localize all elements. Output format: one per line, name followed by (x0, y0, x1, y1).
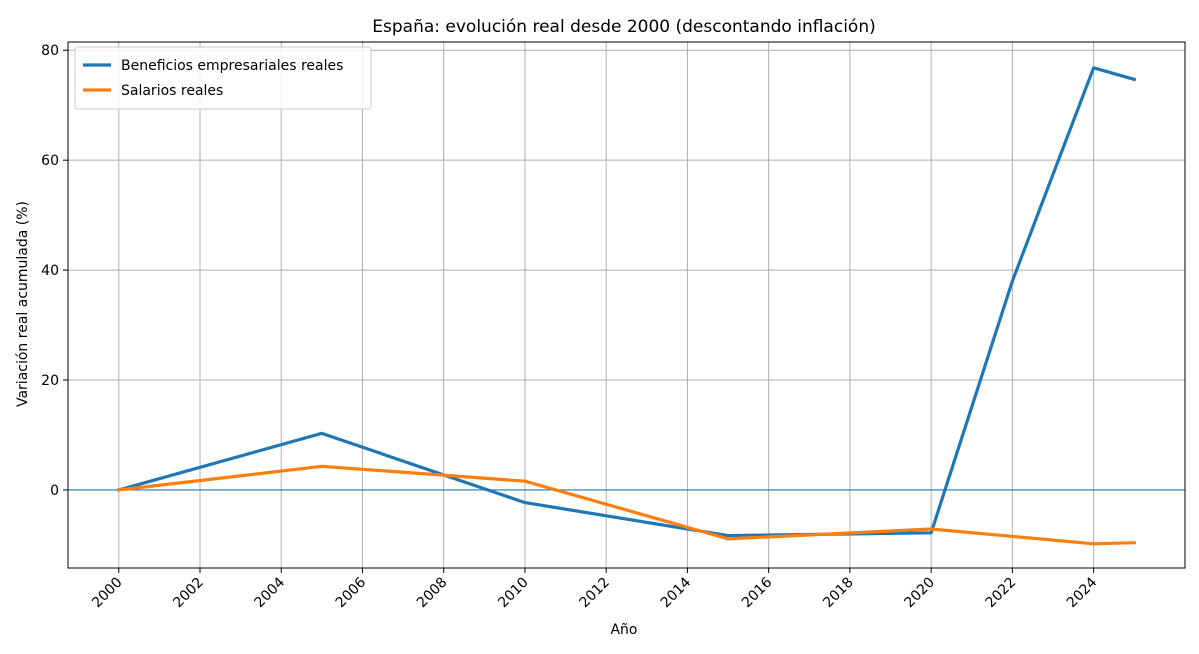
series-line-0 (116, 66, 1137, 538)
y-axis-label: Variación real acumulada (%) (15, 201, 31, 407)
grid-lines (68, 42, 1185, 568)
x-tick-label-2004: 2004 (252, 574, 289, 611)
y-tick-label-80: 80 (41, 43, 59, 59)
legend: Beneficios empresariales reales Salarios … (74, 46, 372, 110)
x-tick-label-2014: 2014 (658, 574, 695, 611)
x-tick-label-2000: 2000 (89, 575, 126, 612)
legend-box (74, 46, 372, 110)
x-tick-label-2018: 2018 (820, 575, 857, 612)
chart-title: España: evolución real desde 2000 (desco… (372, 17, 875, 37)
x-tick-label-2002: 2002 (170, 575, 207, 612)
y-axis-ticks: 0 20 40 60 80 (41, 43, 68, 499)
series-line-1 (116, 464, 1136, 546)
y-tick-label-20: 20 (41, 373, 59, 389)
x-axis-label: Año (610, 622, 637, 638)
x-tick-label-2016: 2016 (739, 574, 776, 611)
x-tick-label-2010: 2010 (495, 575, 532, 612)
x-tick-label-2024: 2024 (1064, 574, 1101, 611)
y-tick-label-40: 40 (41, 263, 59, 279)
x-tick-label-2012: 2012 (577, 575, 614, 612)
x-tick-label-2008: 2008 (414, 575, 451, 612)
plot-frame (67, 41, 1186, 569)
x-axis-ticks: 2000 2002 2004 2006 2008 2010 2012 2014 2016 2018… (89, 568, 1100, 611)
series-lines (116, 66, 1137, 546)
x-tick-label-2020: 2020 (901, 575, 938, 612)
x-tick-label-2022: 2022 (983, 575, 1020, 612)
legend-label-0: Beneficios empresariales reales (121, 58, 343, 74)
x-tick-label-2006: 2006 (333, 574, 370, 611)
y-tick-label-0: 0 (50, 483, 59, 499)
legend-label-1: Salarios reales (121, 83, 223, 99)
y-tick-label-60: 60 (41, 153, 59, 169)
